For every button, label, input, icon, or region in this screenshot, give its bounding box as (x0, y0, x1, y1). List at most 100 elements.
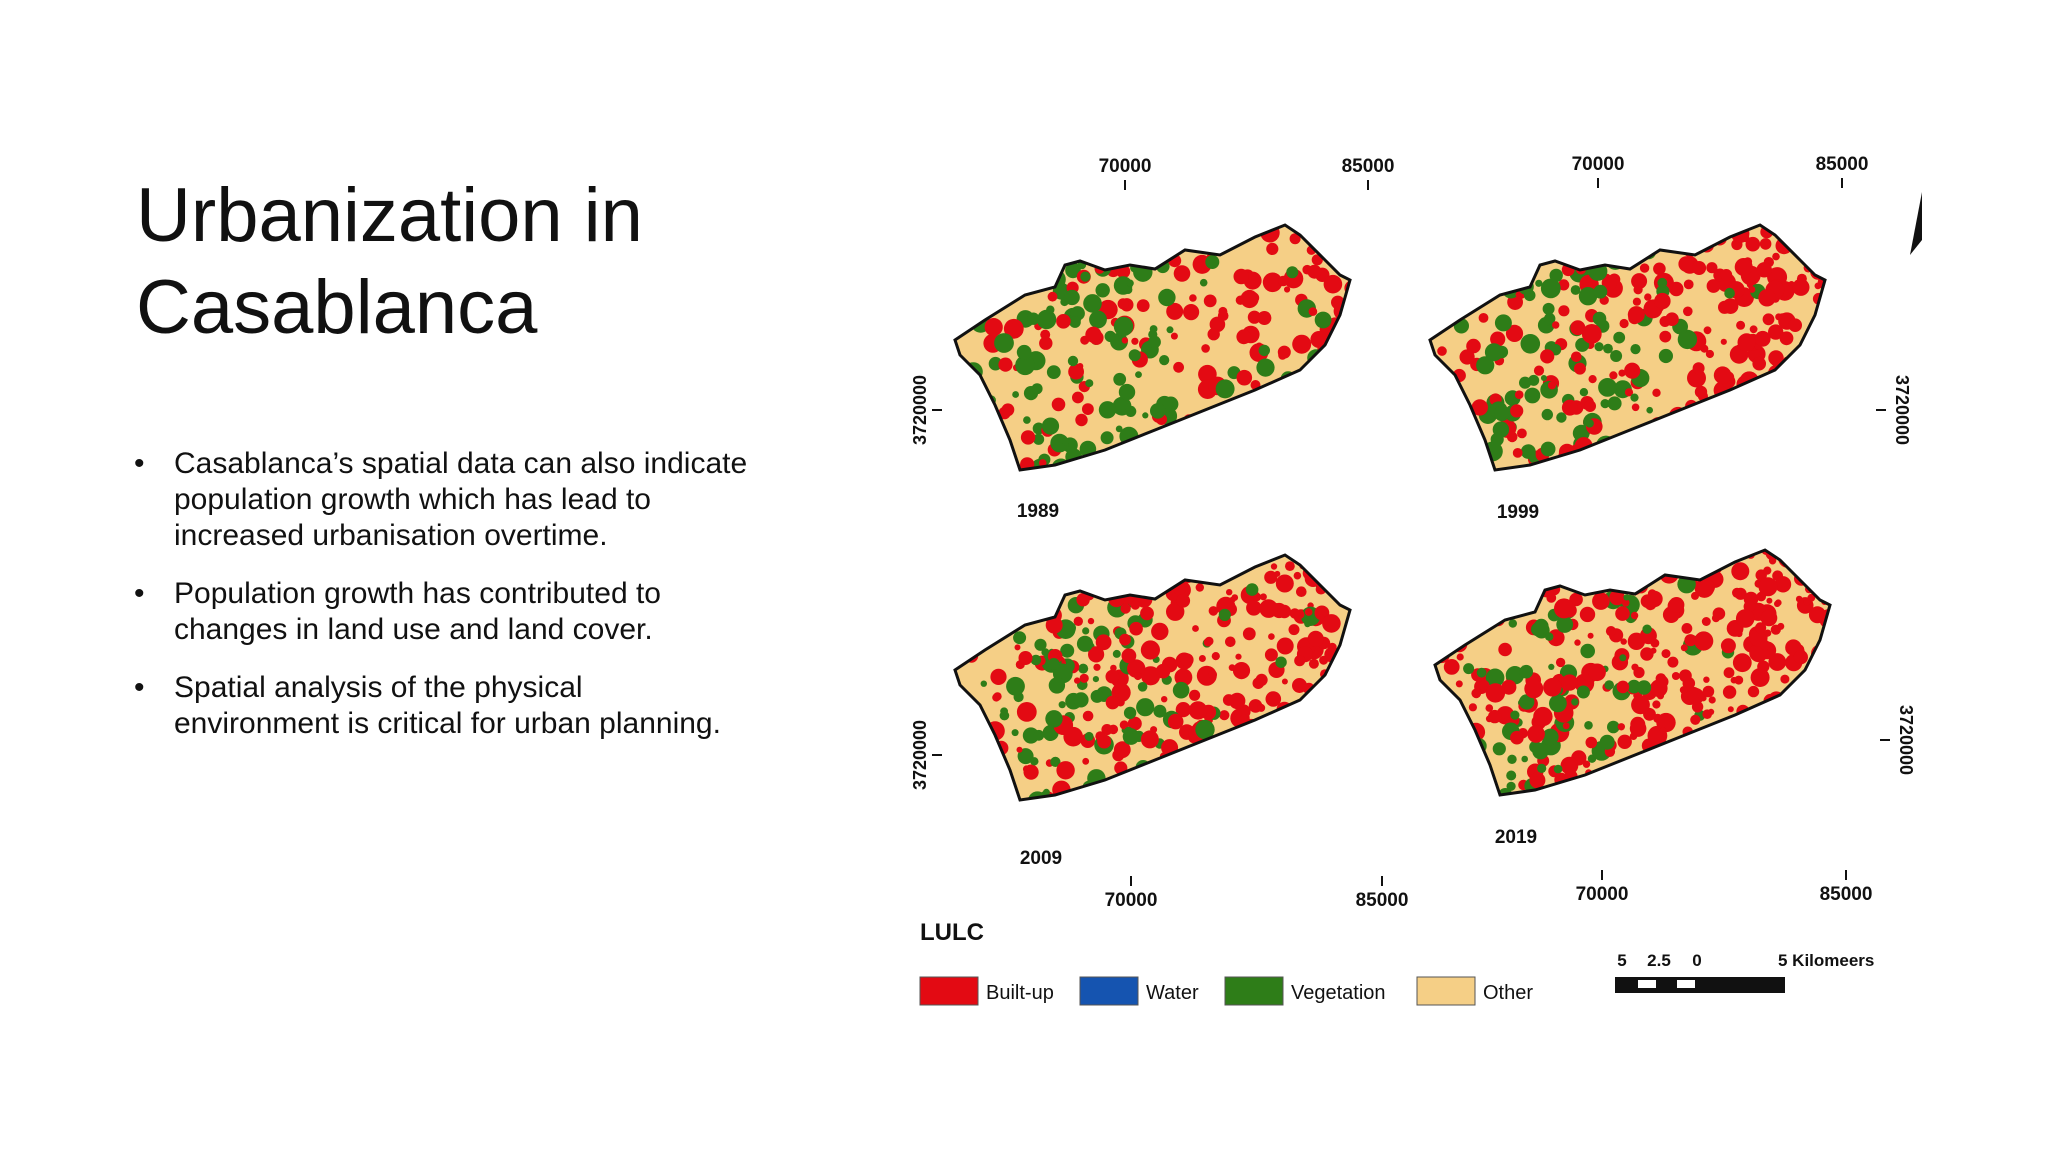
landcover-patch (1294, 456, 1303, 465)
y-tick-label: 3720000 (910, 720, 930, 790)
landcover-patch (1734, 675, 1744, 685)
y-tick-label: 3720000 (910, 375, 930, 445)
landcover-patch (1341, 443, 1350, 461)
landcover-patch (1722, 298, 1739, 314)
landcover-patch (1573, 553, 1591, 571)
landcover-patch (1148, 561, 1159, 572)
landcover-patch (1759, 719, 1777, 737)
landcover-patch (1734, 258, 1753, 276)
landcover-patch (1106, 249, 1120, 262)
landcover-patch (1539, 557, 1554, 572)
landcover-patch (1561, 399, 1578, 416)
landcover-patch (1586, 560, 1597, 571)
landcover-patch (1746, 396, 1754, 405)
landcover-patch (964, 577, 974, 587)
landcover-patch (1274, 570, 1281, 577)
landcover-patch (1344, 225, 1350, 239)
landcover-patch (1113, 687, 1121, 694)
landcover-patch (1073, 692, 1089, 708)
landcover-patch (1346, 368, 1350, 376)
landcover-patch (1448, 550, 1468, 561)
landcover-patch (1247, 310, 1261, 324)
landcover-patch (1549, 694, 1567, 713)
landcover-patch (1720, 763, 1740, 783)
landcover-patch (1476, 356, 1495, 375)
landcover-patch (1757, 784, 1775, 795)
landcover-patch (1456, 769, 1471, 784)
landcover-patch (1121, 226, 1142, 246)
landcover-patch (1176, 771, 1186, 782)
landcover-patch (1544, 318, 1552, 326)
landcover-patch (1206, 555, 1222, 570)
landcover-patch (1812, 369, 1822, 380)
landcover-patch (1642, 624, 1652, 634)
landcover-patch (1713, 366, 1732, 384)
landcover-patch (1623, 594, 1630, 601)
landcover-patch (1327, 779, 1348, 800)
landcover-patch (1346, 731, 1350, 739)
landcover-patch (1797, 718, 1817, 738)
landcover-patch (1245, 397, 1262, 414)
bullet-item: • Casablanca’s spatial data can also ind… (130, 446, 830, 554)
lulc-map-svg: 70000 85000 70000 85000 3720000 3720000 … (910, 154, 1922, 1006)
landcover-patch (1562, 557, 1580, 576)
landcover-patch (1751, 736, 1766, 751)
landcover-patch (1322, 614, 1341, 633)
landcover-patch (1818, 552, 1827, 561)
landcover-patch (1489, 266, 1496, 273)
landcover-patch (1109, 555, 1122, 566)
landcover-patch (1163, 561, 1172, 570)
landcover-patch (1080, 271, 1091, 282)
landcover-patch (1727, 400, 1738, 411)
landcover-patch (993, 455, 1008, 470)
landcover-patch (1240, 403, 1248, 411)
landcover-patch (1304, 620, 1311, 628)
landcover-patch (1679, 686, 1688, 694)
landcover-patch (1337, 253, 1347, 263)
landcover-patch (1795, 449, 1815, 470)
landcover-patch (1749, 779, 1764, 794)
bullet-text: increased urbanisation overtime. (174, 519, 608, 552)
landcover-patch (1780, 674, 1790, 684)
landcover-patch (1226, 589, 1233, 596)
landcover-patch (1749, 769, 1756, 776)
landcover-patch (1748, 286, 1756, 293)
landcover-patch (1133, 457, 1144, 467)
landcover-patch (1259, 599, 1278, 618)
landcover-patch (1708, 708, 1715, 715)
landcover-patch (1083, 294, 1102, 313)
landcover-patch (1041, 417, 1060, 435)
landcover-patch (1118, 383, 1136, 401)
landcover-patch (1814, 395, 1825, 416)
landcover-patch (1319, 655, 1329, 665)
landcover-patch (1678, 256, 1694, 272)
landcover-patch (1708, 462, 1725, 470)
landcover-patch (1796, 705, 1815, 724)
landcover-patch (1607, 396, 1622, 411)
landcover-patch (1446, 787, 1462, 795)
landcover-patch (1134, 555, 1148, 564)
landcover-patch (1166, 602, 1185, 621)
landcover-patch (1265, 691, 1282, 707)
landcover-patch (1248, 225, 1264, 234)
landcover-patch (1778, 550, 1798, 568)
landcover-patch (1118, 796, 1126, 800)
landcover-patch (1594, 225, 1614, 244)
landcover-patch (1435, 780, 1445, 790)
landcover-patch (1075, 228, 1087, 240)
landcover-patch (990, 668, 1007, 685)
landcover-patch (1465, 258, 1478, 272)
landcover-patch (1714, 744, 1733, 763)
landcover-patch (1107, 555, 1117, 564)
landcover-patch (1334, 393, 1347, 406)
landcover-patch (999, 710, 1010, 721)
landcover-patch (1471, 399, 1488, 416)
landcover-patch (1757, 660, 1770, 673)
landcover-patch (1679, 669, 1692, 683)
landcover-patch (1523, 581, 1539, 596)
landcover-patch (1762, 313, 1775, 326)
landcover-patch (1795, 560, 1806, 571)
landcover-patch (1105, 250, 1118, 263)
landcover-patch (1127, 659, 1146, 678)
landcover-patch (1490, 331, 1506, 347)
